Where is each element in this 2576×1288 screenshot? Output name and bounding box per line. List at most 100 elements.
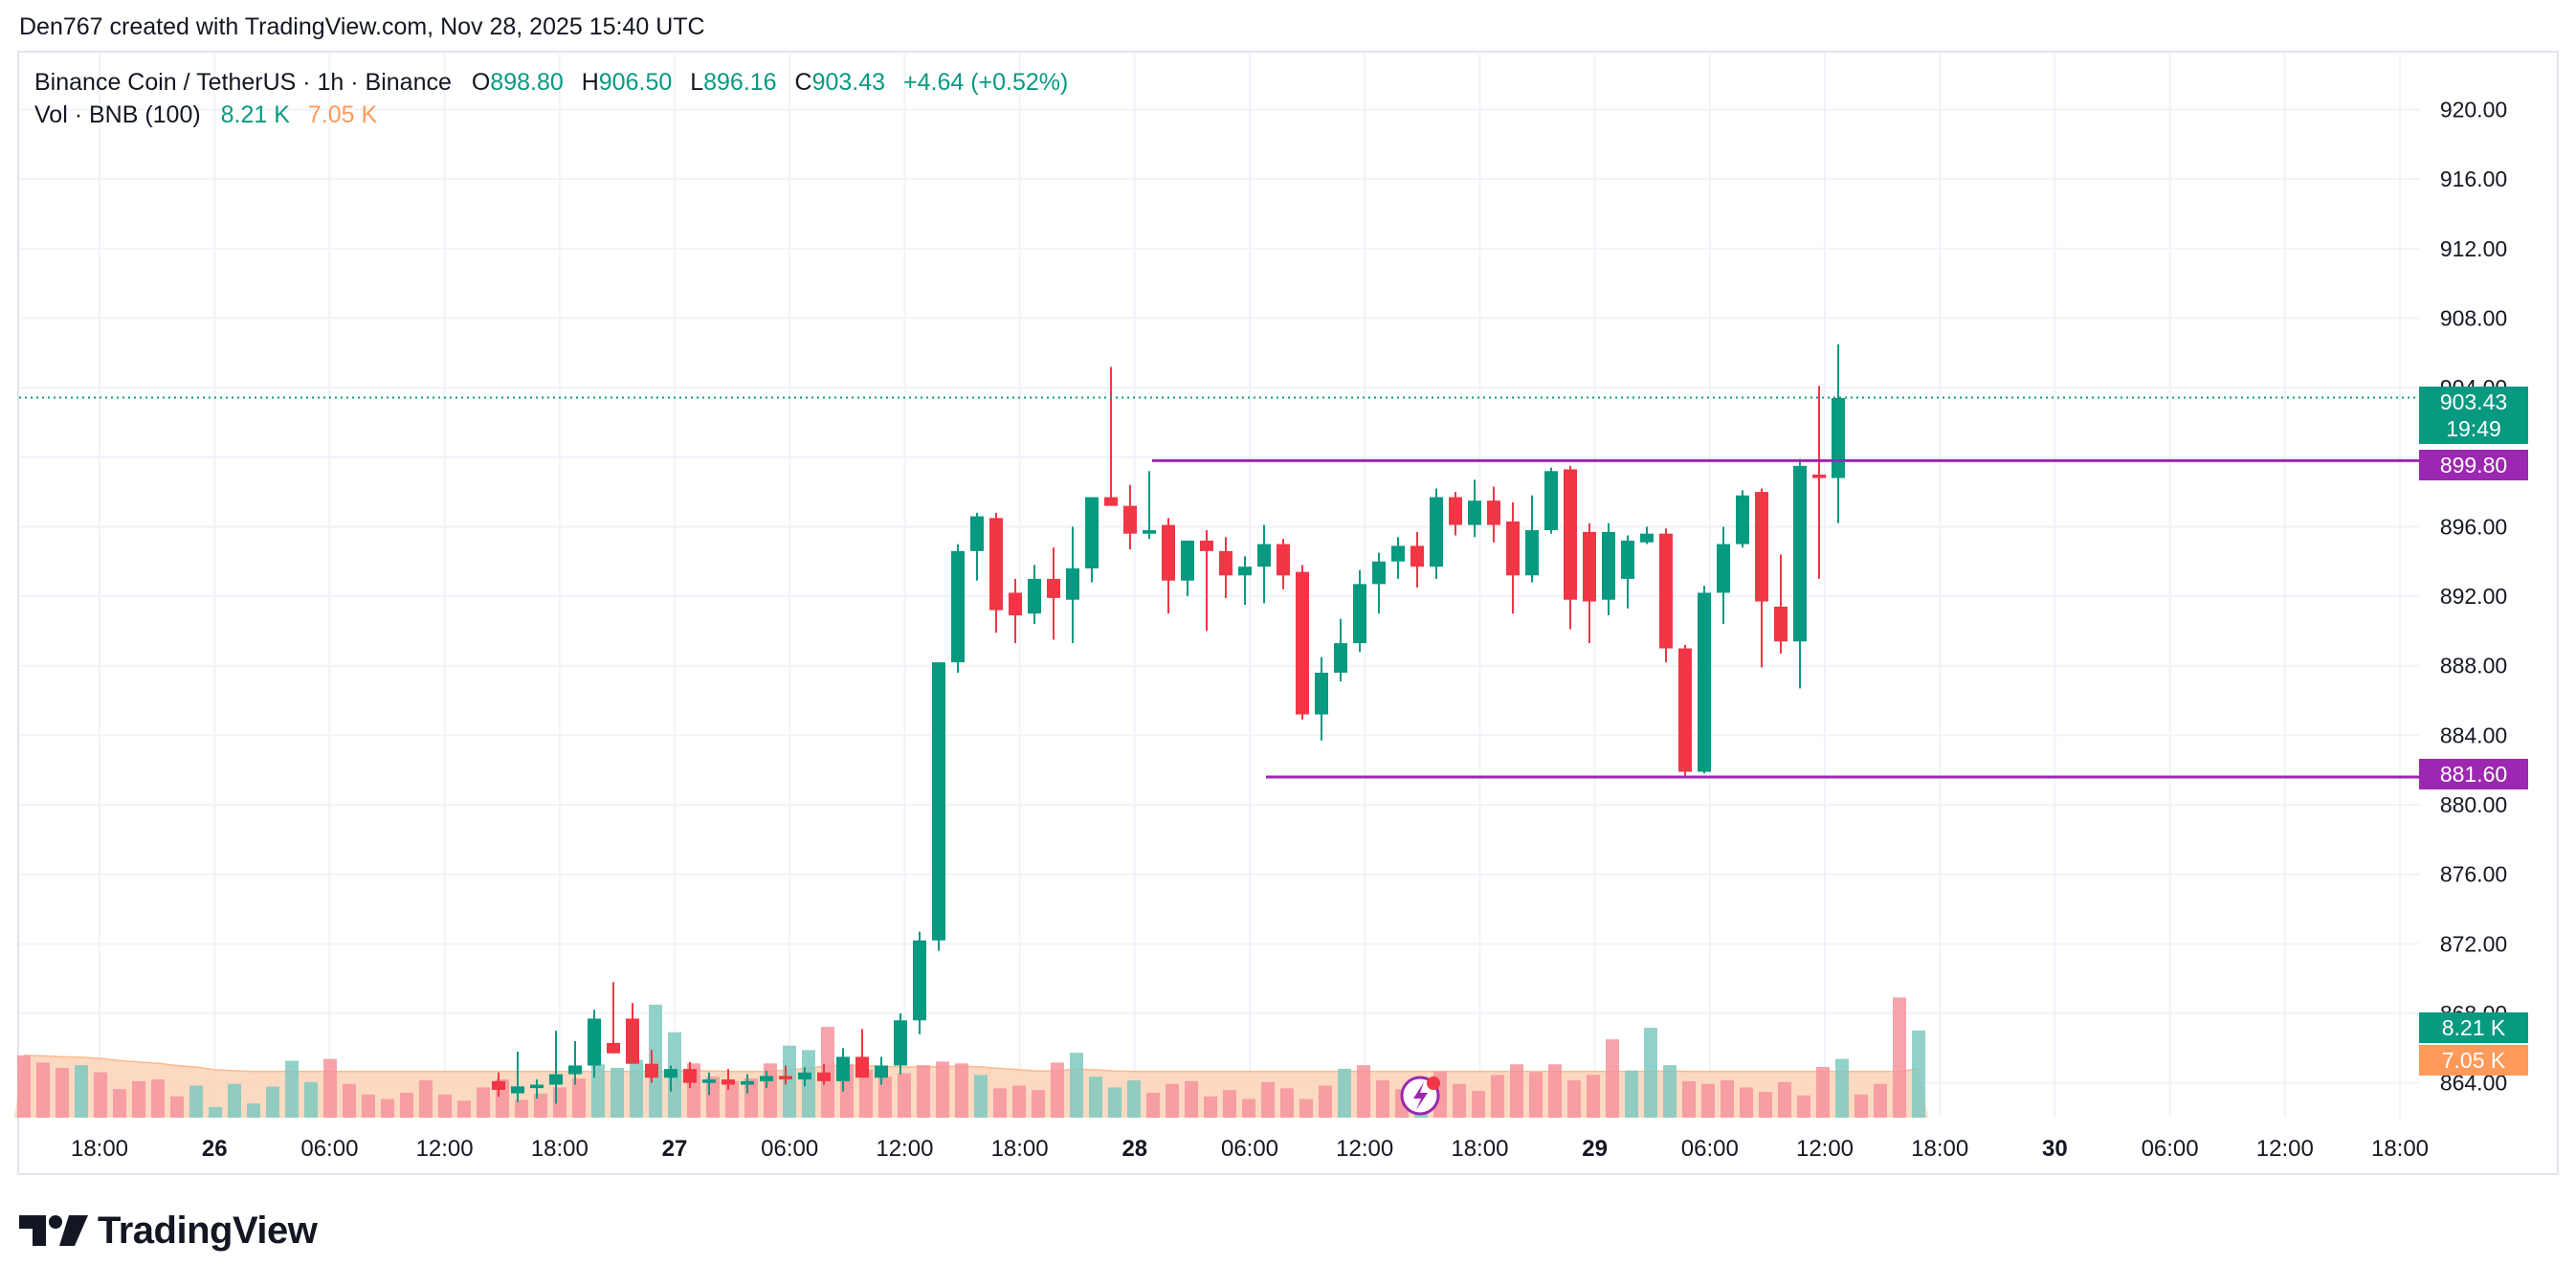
volume-bar <box>1816 1066 1830 1118</box>
candle-body <box>1334 643 1347 674</box>
volume-bar <box>1587 1075 1600 1118</box>
volume-bar <box>419 1079 433 1118</box>
candle-body <box>1736 495 1749 544</box>
legend-high: 906.50 <box>599 69 672 96</box>
volume-bar <box>1567 1079 1581 1118</box>
chart-canvas[interactable]: 920.00916.00912.00908.00904.00900.00896.… <box>0 0 2576 1196</box>
lightning-icon[interactable] <box>1400 1076 1440 1116</box>
volume-bar <box>859 1069 873 1118</box>
price-tick-label: 888.00 <box>2440 654 2507 678</box>
volume-bar <box>132 1080 145 1118</box>
candle-body <box>1755 492 1768 602</box>
time-tick-label: 29 <box>1582 1136 1608 1162</box>
volume-bar <box>1721 1079 1734 1118</box>
time-tick-label: 18:00 <box>531 1136 588 1162</box>
candle-body <box>1564 469 1577 600</box>
candle-body <box>626 1018 639 1064</box>
time-tick-label: 12:00 <box>1796 1136 1854 1162</box>
candle-body <box>1602 531 1615 600</box>
candle-body <box>1391 545 1405 562</box>
time-tick-label: 06:00 <box>761 1136 818 1162</box>
volume-bar <box>1223 1090 1236 1118</box>
candle-body <box>549 1074 563 1085</box>
time-tick-label: 12:00 <box>416 1136 474 1162</box>
legend-volume-value: 8.21 K <box>221 101 291 128</box>
price-tick-label: 876.00 <box>2440 862 2507 887</box>
price-tick-label: 896.00 <box>2440 514 2507 539</box>
volume-bar <box>1319 1085 1332 1118</box>
candle-body <box>1812 474 1826 478</box>
volume-bar <box>1051 1062 1064 1118</box>
volume-bar <box>323 1058 337 1118</box>
candle-body <box>1621 540 1634 579</box>
volume-bar <box>1682 1080 1696 1118</box>
volume-bar <box>362 1094 375 1118</box>
volume-bar <box>1835 1058 1849 1118</box>
price-tick-label: 920.00 <box>2440 97 2507 122</box>
volume-bar <box>1893 997 1906 1118</box>
candle-body <box>1238 566 1252 576</box>
candle-body <box>798 1072 811 1080</box>
candle-body <box>1123 505 1137 534</box>
volume-bar <box>1625 1070 1638 1118</box>
candle-body <box>1047 578 1060 598</box>
legend-volume-label: Vol · BNB (100) <box>34 101 201 128</box>
price-tick-label: 884.00 <box>2440 722 2507 747</box>
time-tick-label: 06:00 <box>2142 1136 2199 1162</box>
candle-body <box>1200 540 1213 551</box>
volume-bar <box>1166 1083 1179 1118</box>
time-tick-label: 18:00 <box>1451 1136 1508 1162</box>
time-axis[interactable]: 18:00 26 06:00 12:00 18:00 27 06:00 12:00 18:00 2… <box>71 1136 2429 1162</box>
level-high-badge <box>2419 450 2528 480</box>
candle-body <box>1162 524 1175 581</box>
volume-bar <box>821 1027 834 1118</box>
candle-body <box>1296 571 1309 715</box>
volume-bar <box>1797 1095 1810 1118</box>
volume-bar <box>343 1083 356 1118</box>
legend-low: 896.16 <box>703 69 776 96</box>
candle-body <box>588 1018 601 1066</box>
candle-body <box>760 1076 773 1081</box>
volume-bar <box>1127 1079 1141 1118</box>
candle-body <box>1793 465 1807 642</box>
volume-bar <box>1299 1099 1313 1118</box>
tradingview-logo[interactable]: TradingView <box>19 1208 318 1254</box>
volume-bar <box>17 1055 31 1118</box>
candle-body <box>1525 530 1539 576</box>
candle-body <box>664 1069 677 1078</box>
volume-bar <box>725 1080 739 1118</box>
tradingview-logo-icon <box>19 1215 88 1246</box>
volume-bar <box>75 1065 88 1118</box>
candle-body <box>511 1086 524 1094</box>
candle-body <box>645 1063 658 1078</box>
volume-bar <box>285 1060 299 1118</box>
volume-bar <box>1357 1065 1370 1118</box>
candle-body <box>1009 592 1022 616</box>
volume-bar <box>974 1075 988 1118</box>
candle-body <box>568 1065 582 1075</box>
volume-bar <box>1912 1030 1925 1118</box>
volume-bar <box>1204 1096 1217 1118</box>
volume-bar <box>1548 1064 1562 1118</box>
last-price-badge <box>2419 387 2528 444</box>
volume-bar <box>611 1067 624 1118</box>
volume-bar <box>438 1094 452 1118</box>
legend-open-label: O <box>472 69 490 96</box>
time-tick-label: 12:00 <box>2256 1136 2314 1162</box>
volume-bar <box>1644 1028 1657 1118</box>
volume-bar <box>1740 1087 1753 1118</box>
candle-body <box>702 1079 716 1083</box>
volume-bar <box>1012 1085 1026 1118</box>
candle-body <box>836 1056 850 1081</box>
volume-bar <box>36 1062 50 1118</box>
volume-ma-area <box>14 1055 1928 1118</box>
volume-bar <box>630 1059 643 1118</box>
candle-body <box>1277 544 1290 576</box>
price-axis[interactable]: 920.00916.00912.00908.00904.00900.00896.… <box>2440 97 2507 1095</box>
level-low-badge <box>2419 759 2528 789</box>
last-price-label: 903.43 <box>2440 389 2507 414</box>
volume-bar <box>1376 1079 1389 1118</box>
volume-ma-badge-label: 7.05 K <box>2442 1048 2506 1073</box>
volume-bar <box>247 1103 260 1118</box>
candle-body <box>1353 584 1366 644</box>
